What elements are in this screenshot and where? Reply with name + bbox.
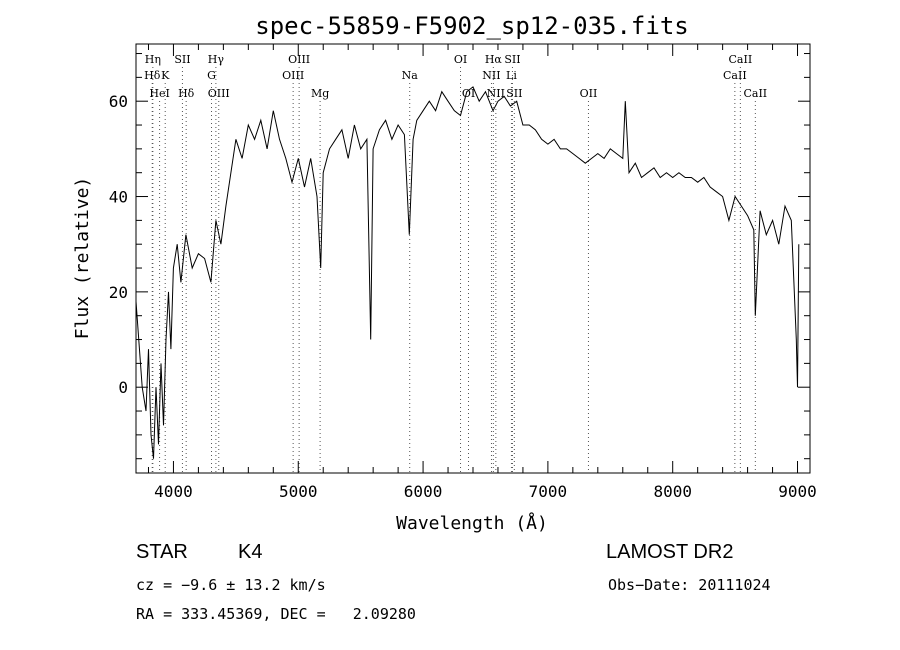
spectral-line-label: Mg	[311, 87, 329, 100]
spectral-line-label: OIII	[288, 53, 310, 66]
object-subclass: K4	[238, 541, 263, 563]
spectral-line-label: OIII	[208, 87, 230, 100]
ra-dec-coordinates: RA = 333.45369, DEC = 2.09280	[136, 605, 416, 623]
object-class: STAR	[136, 541, 188, 563]
spectral-line-label: SII	[504, 53, 520, 66]
y-tick-label: 0	[118, 378, 128, 397]
spectral-line-label: Hδ	[144, 69, 161, 82]
spectrum-series-line	[135, 86, 800, 459]
survey-release: LAMOST DR2	[606, 541, 734, 563]
observation-date: Obs−Date: 20111024	[608, 576, 771, 594]
x-tick-label: 4000	[154, 482, 193, 501]
spectral-line-label: CaII	[723, 69, 747, 82]
spectral-line-label: OI	[454, 53, 467, 66]
spectral-line-label: OII	[580, 87, 598, 100]
axis-ticks: 4000 5000 6000 7000 8000 9000 0 20 40 60	[109, 44, 817, 501]
spectral-line-label: Li	[506, 69, 517, 82]
plot-frame	[135, 43, 811, 474]
x-tick-label: 9000	[778, 482, 817, 501]
spectral-line-label: SII	[174, 53, 190, 66]
y-tick-label: 20	[109, 283, 128, 302]
spectral-line-label: CaII	[729, 53, 753, 66]
spectral-line-label: SII	[506, 87, 522, 100]
redshift-cz: cz = −9.6 ± 13.2 km/s	[136, 576, 326, 594]
spectral-line-label: OIII	[282, 69, 304, 82]
spectral-line-label: G	[207, 69, 216, 82]
spectral-line-label: CaII	[743, 87, 767, 100]
spectral-line-label: OI	[462, 87, 475, 100]
spectral-line-label: Hη	[145, 53, 161, 66]
line-markers	[151, 67, 756, 473]
spectral-line-label: Hα	[485, 53, 503, 66]
x-axis-label: Wavelength (Å)	[396, 512, 548, 534]
y-axis-label: Flux (relative)	[72, 177, 93, 340]
spectral-line-label: Na	[402, 69, 419, 82]
spectral-line-label: Hγ	[208, 53, 225, 66]
y-tick-label: 40	[109, 188, 128, 207]
x-tick-label: 7000	[529, 482, 568, 501]
spectral-line-label: K	[161, 69, 170, 82]
spectral-line-label: Hδ	[178, 87, 195, 100]
x-tick-label: 6000	[404, 482, 443, 501]
chart-title: spec-55859-F5902_sp12-035.fits	[255, 12, 688, 40]
y-tick-label: 60	[109, 92, 128, 111]
x-tick-label: 5000	[279, 482, 318, 501]
spectral-line-label: NII	[487, 87, 505, 100]
spectral-line-label: NII	[482, 69, 500, 82]
spectral-line-label: HeI	[149, 87, 169, 100]
x-tick-label: 8000	[653, 482, 692, 501]
